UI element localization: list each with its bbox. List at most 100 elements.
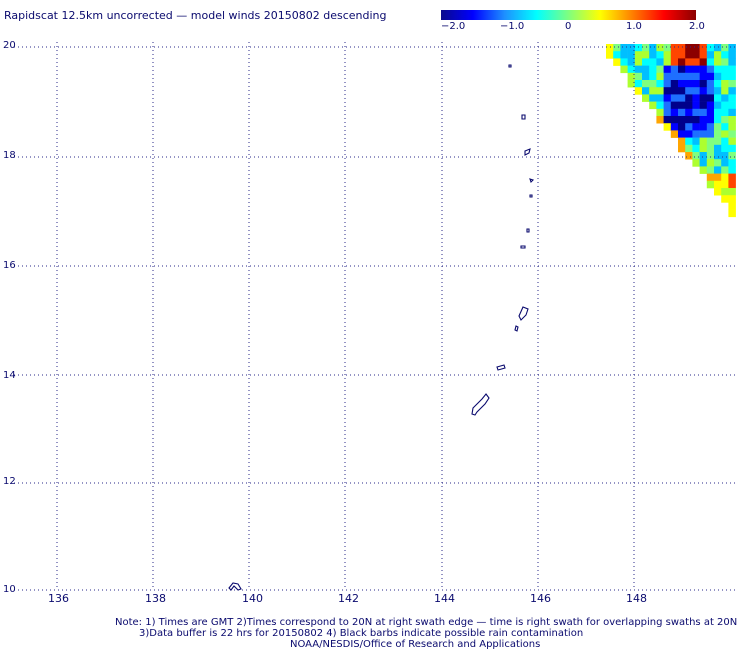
swath-cell: [728, 202, 736, 210]
swath-cell: [714, 180, 722, 189]
island-anatahan: [520, 245, 526, 249]
colorbar: [441, 10, 696, 20]
swath-cell: [728, 72, 736, 81]
swath-cell: [721, 152, 729, 160]
swath-cell: [649, 51, 657, 59]
swath-cell: [721, 101, 729, 110]
swath-cell: [685, 144, 693, 153]
swath-cell: [678, 72, 686, 81]
swath-cell: [685, 137, 693, 146]
swath-cell: [692, 159, 700, 167]
swath-cell: [678, 116, 686, 124]
swath-cell: [656, 44, 664, 52]
swath-cell: [721, 130, 729, 138]
swath-cell: [642, 80, 650, 88]
swath-cell: [634, 44, 643, 52]
grid-lines: [14, 42, 735, 591]
swath-cell: [714, 108, 722, 117]
colorbar-tick-minus1: −1.0: [500, 21, 525, 32]
swath-cell: [728, 166, 736, 174]
swath-cell: [649, 72, 657, 81]
note-line-3: NOAA/NESDIS/Office of Research and Appli…: [290, 639, 541, 650]
swath-cell: [721, 116, 729, 124]
swath-cell: [699, 108, 708, 117]
swath-cell: [721, 159, 729, 167]
lon-label-136: 136: [48, 592, 69, 605]
swath-cell: [670, 80, 679, 88]
swath-cell: [728, 108, 736, 117]
swath-cell: [642, 51, 650, 59]
swath-cell: [685, 152, 693, 160]
swath-cell: [692, 108, 700, 117]
swath-cell: [685, 44, 693, 52]
swath-cell: [649, 44, 657, 52]
swath-cell: [685, 58, 693, 66]
swath-cell: [634, 72, 643, 81]
swath-cell: [728, 80, 736, 88]
swath-cell: [721, 58, 729, 66]
swath-cell: [728, 195, 736, 203]
swath-cell: [721, 108, 729, 117]
colorbar-tick-zero: 0: [565, 21, 572, 32]
swath-cell: [728, 87, 736, 95]
swath-cell: [706, 130, 715, 138]
swath-cell: [699, 101, 708, 110]
swath-cell: [699, 137, 708, 146]
swath-cell: [721, 51, 729, 59]
swath-cell: [656, 80, 664, 88]
swath-cell: [706, 152, 715, 160]
swath-cell: [699, 123, 708, 131]
swath-cell: [670, 123, 679, 131]
island-rota: [496, 364, 506, 371]
swath-cell: [714, 173, 722, 182]
swath-cell: [678, 51, 686, 59]
swath-cell: [649, 65, 657, 74]
island-pagan: [524, 148, 531, 156]
swath-cell: [663, 94, 672, 102]
swath-cell: [656, 108, 664, 117]
swath-cell: [721, 195, 729, 203]
swath-cell: [714, 137, 722, 146]
swath-cell: [728, 58, 736, 66]
lon-label-146: 146: [530, 592, 551, 605]
swath-cell: [706, 137, 715, 146]
lat-label-14: 14: [3, 370, 16, 381]
swath-cell: [706, 144, 715, 153]
note-line-1: Note: 1) Times are GMT 2)Times correspon…: [115, 617, 738, 628]
swath-cell: [728, 159, 736, 167]
swath-cell: [706, 51, 715, 59]
swath-cell: [620, 58, 628, 66]
swath-cell: [670, 94, 679, 102]
swath-cell: [663, 101, 672, 110]
swath-cell: [606, 44, 614, 52]
swath-cell: [642, 87, 650, 95]
swath-cell: [670, 101, 679, 110]
swath-cell: [663, 123, 672, 131]
swath-cell: [728, 144, 736, 153]
swath-cell: [678, 44, 686, 52]
swath-cell: [627, 80, 636, 88]
swath-cell: [699, 65, 708, 74]
swath-cell: [634, 87, 643, 95]
swath-cell: [699, 94, 708, 102]
swath-cell: [642, 72, 650, 81]
swath-cell: [634, 51, 643, 59]
swath-cell: [670, 87, 679, 95]
swath-cell: [656, 87, 664, 95]
lat-label-20: 20: [3, 40, 16, 51]
swath-cell: [728, 188, 736, 196]
swath-cell: [714, 44, 722, 52]
swath-cell: [692, 58, 700, 66]
swath-cell: [714, 65, 722, 74]
swath-cell: [706, 123, 715, 131]
swath-cell: [642, 58, 650, 66]
swath-cell: [692, 80, 700, 88]
swath-cell: [685, 87, 693, 95]
swath-cell: [692, 137, 700, 146]
swath-cell: [685, 72, 693, 81]
island-agrihan: [521, 114, 526, 120]
swath-cell: [692, 123, 700, 131]
swath-cell: [699, 130, 708, 138]
swath-cell: [728, 51, 736, 59]
swath-cell: [649, 80, 657, 88]
